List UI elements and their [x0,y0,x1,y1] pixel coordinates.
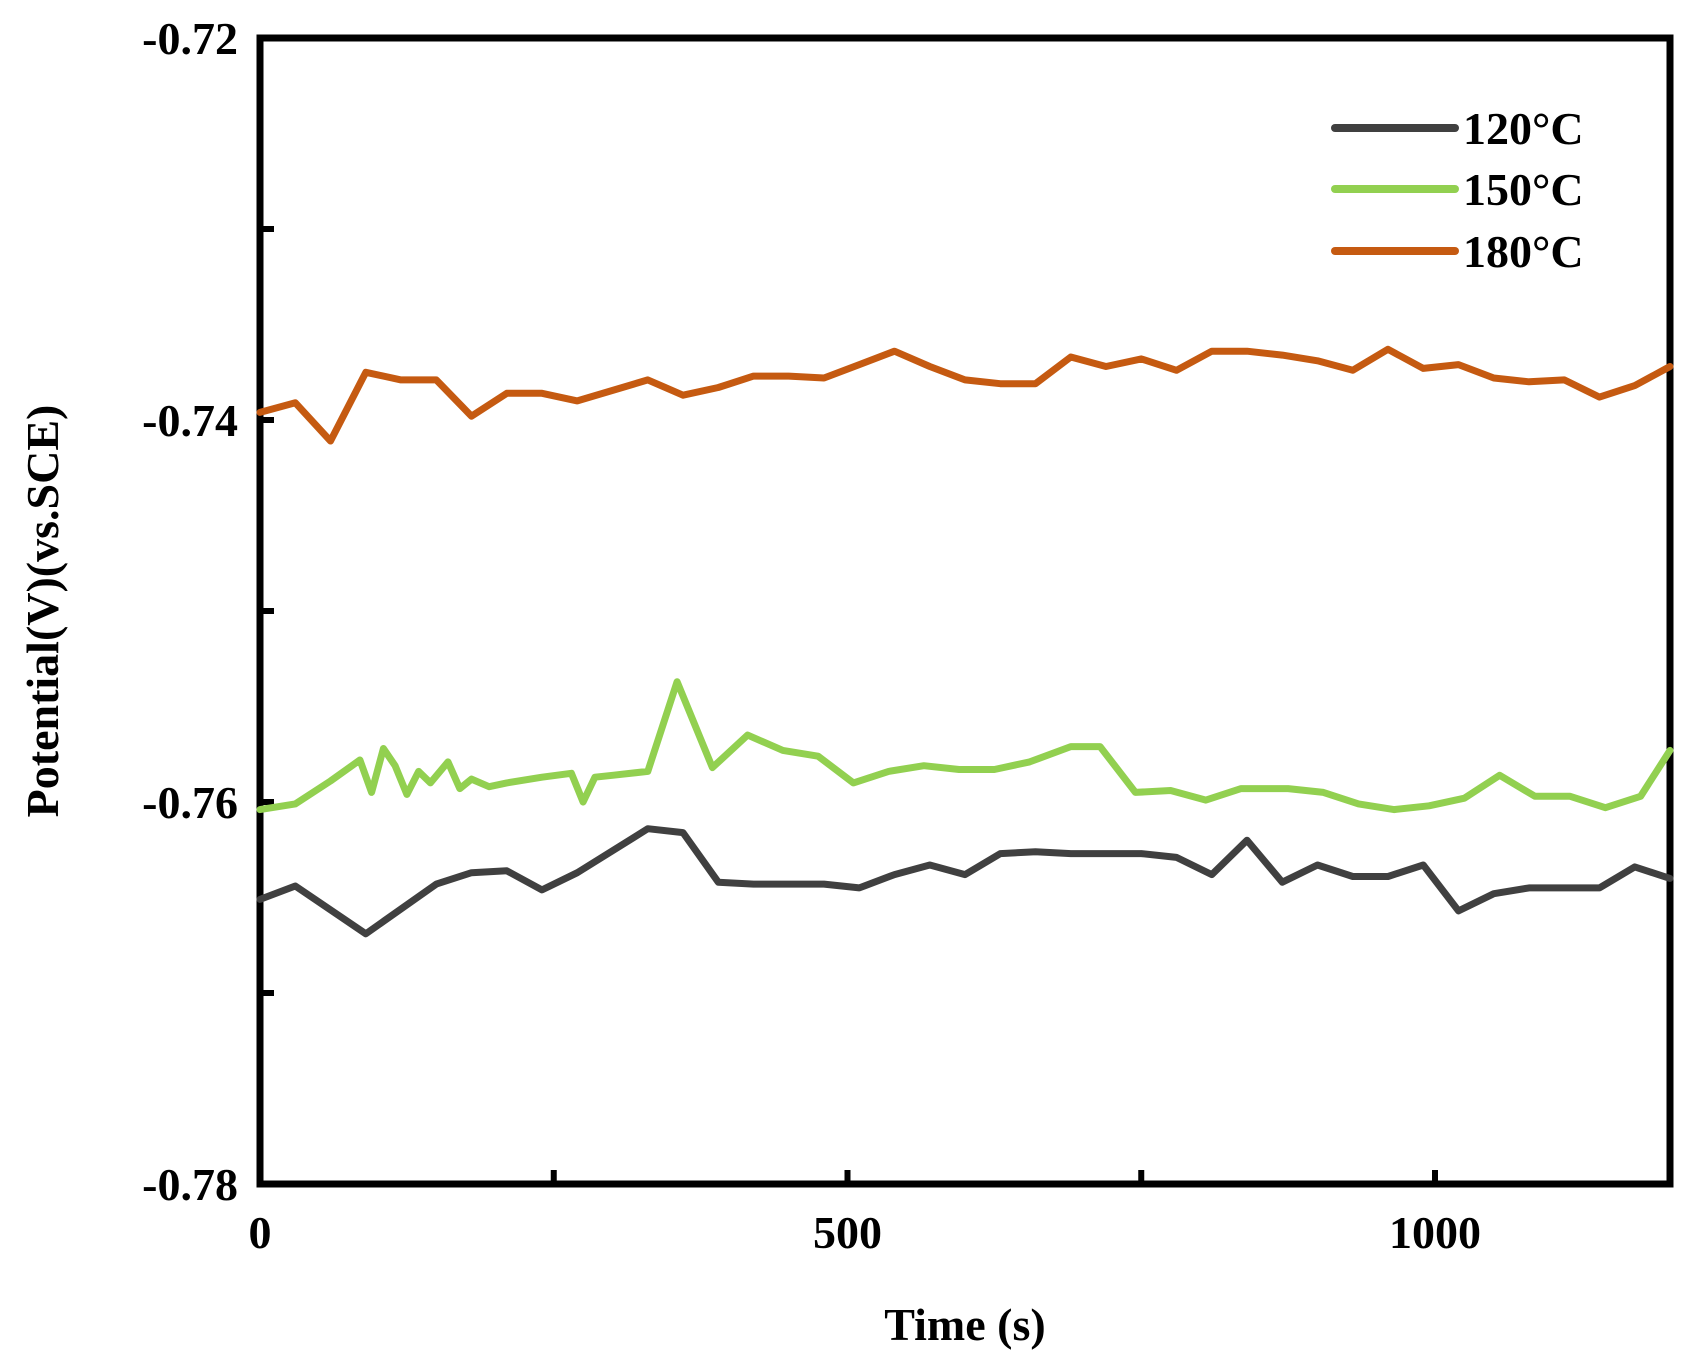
series-line-180c [256,345,1674,445]
x-tick-label: 500 [813,1207,882,1258]
axis-ticks [257,35,1438,1187]
x-axis-title: Time (s) [884,1299,1045,1350]
y-axis-title: Potential(V)(vs.SCE) [17,405,68,818]
y-tick-label: -0.78 [142,1159,238,1210]
y-tick-label: -0.76 [142,777,238,828]
series-line-150c [256,678,1674,814]
x-tick-label: 1000 [1389,1207,1481,1258]
y-tick-label: -0.74 [142,395,238,446]
legend: 120°C 150°C 180°C [1331,103,1584,277]
axis-tick-labels: 0 500 1000 -0.72 -0.74 -0.76 -0.78 [142,13,1481,1258]
y-tick-label: -0.72 [142,13,238,64]
plot-frame [256,34,1674,1188]
legend-label-180c: 180°C [1463,226,1584,277]
series-lines [256,345,1674,938]
legend-label-120c: 120°C [1463,103,1584,154]
series-line-120c [256,825,1674,938]
legend-label-150c: 150°C [1463,164,1584,215]
x-tick-label: 0 [249,1207,272,1258]
